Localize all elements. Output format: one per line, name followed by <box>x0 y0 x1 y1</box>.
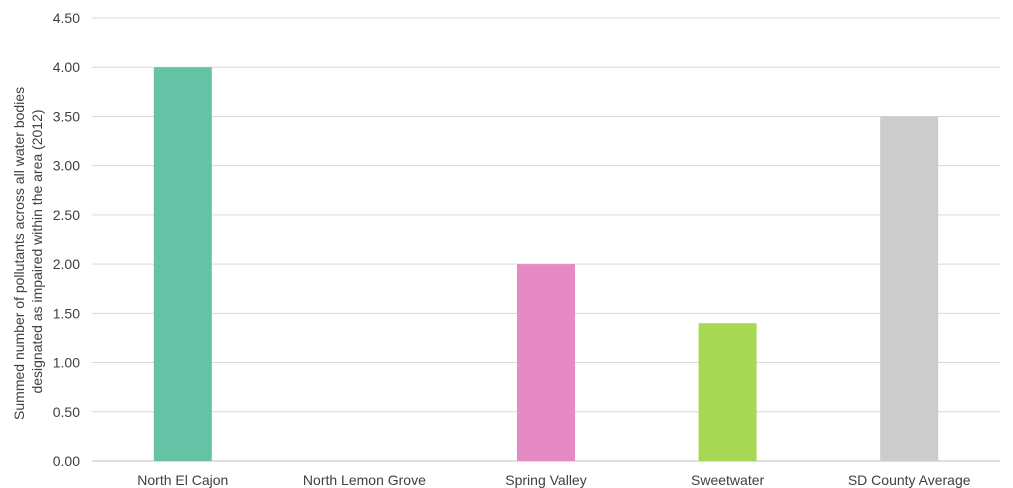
bar-sweetwater <box>698 323 757 461</box>
y-tick-label: 1.50 <box>53 305 80 321</box>
x-axis-categories: North El Cajon North Lemon Grove Spring Va… <box>137 472 970 488</box>
y-tick-label: 2.00 <box>53 256 80 272</box>
bar-sd-county-average <box>880 116 939 461</box>
bar-spring-valley <box>517 264 575 461</box>
y-axis-title-line-2: designated as impaired within the area (… <box>29 109 45 393</box>
y-axis-ticks: 0.00 0.50 1.00 1.50 2.00 2.50 3.00 3.50 4.00 4.50 <box>53 10 80 469</box>
y-tick-label: 0.50 <box>53 404 80 420</box>
bars <box>153 67 939 461</box>
y-tick-label: 1.00 <box>53 355 80 371</box>
y-tick-label: 3.00 <box>53 158 80 174</box>
x-category-label: Sweetwater <box>691 472 764 488</box>
y-tick-label: 2.50 <box>53 207 80 223</box>
y-tick-label: 3.50 <box>53 108 80 124</box>
y-axis-title: Summed number of pollutants across all w… <box>11 83 45 420</box>
y-axis-title-line-1: Summed number of pollutants across all w… <box>11 87 27 420</box>
x-category-label: SD County Average <box>848 472 971 488</box>
y-tick-label: 4.50 <box>53 10 80 26</box>
y-tick-label: 4.00 <box>53 59 80 75</box>
x-category-label: North El Cajon <box>137 472 228 488</box>
bar-north-el-cajon <box>153 67 212 461</box>
y-tick-label: 0.00 <box>53 453 80 469</box>
x-category-label: North Lemon Grove <box>303 472 426 488</box>
x-category-label: Spring Valley <box>505 472 586 488</box>
